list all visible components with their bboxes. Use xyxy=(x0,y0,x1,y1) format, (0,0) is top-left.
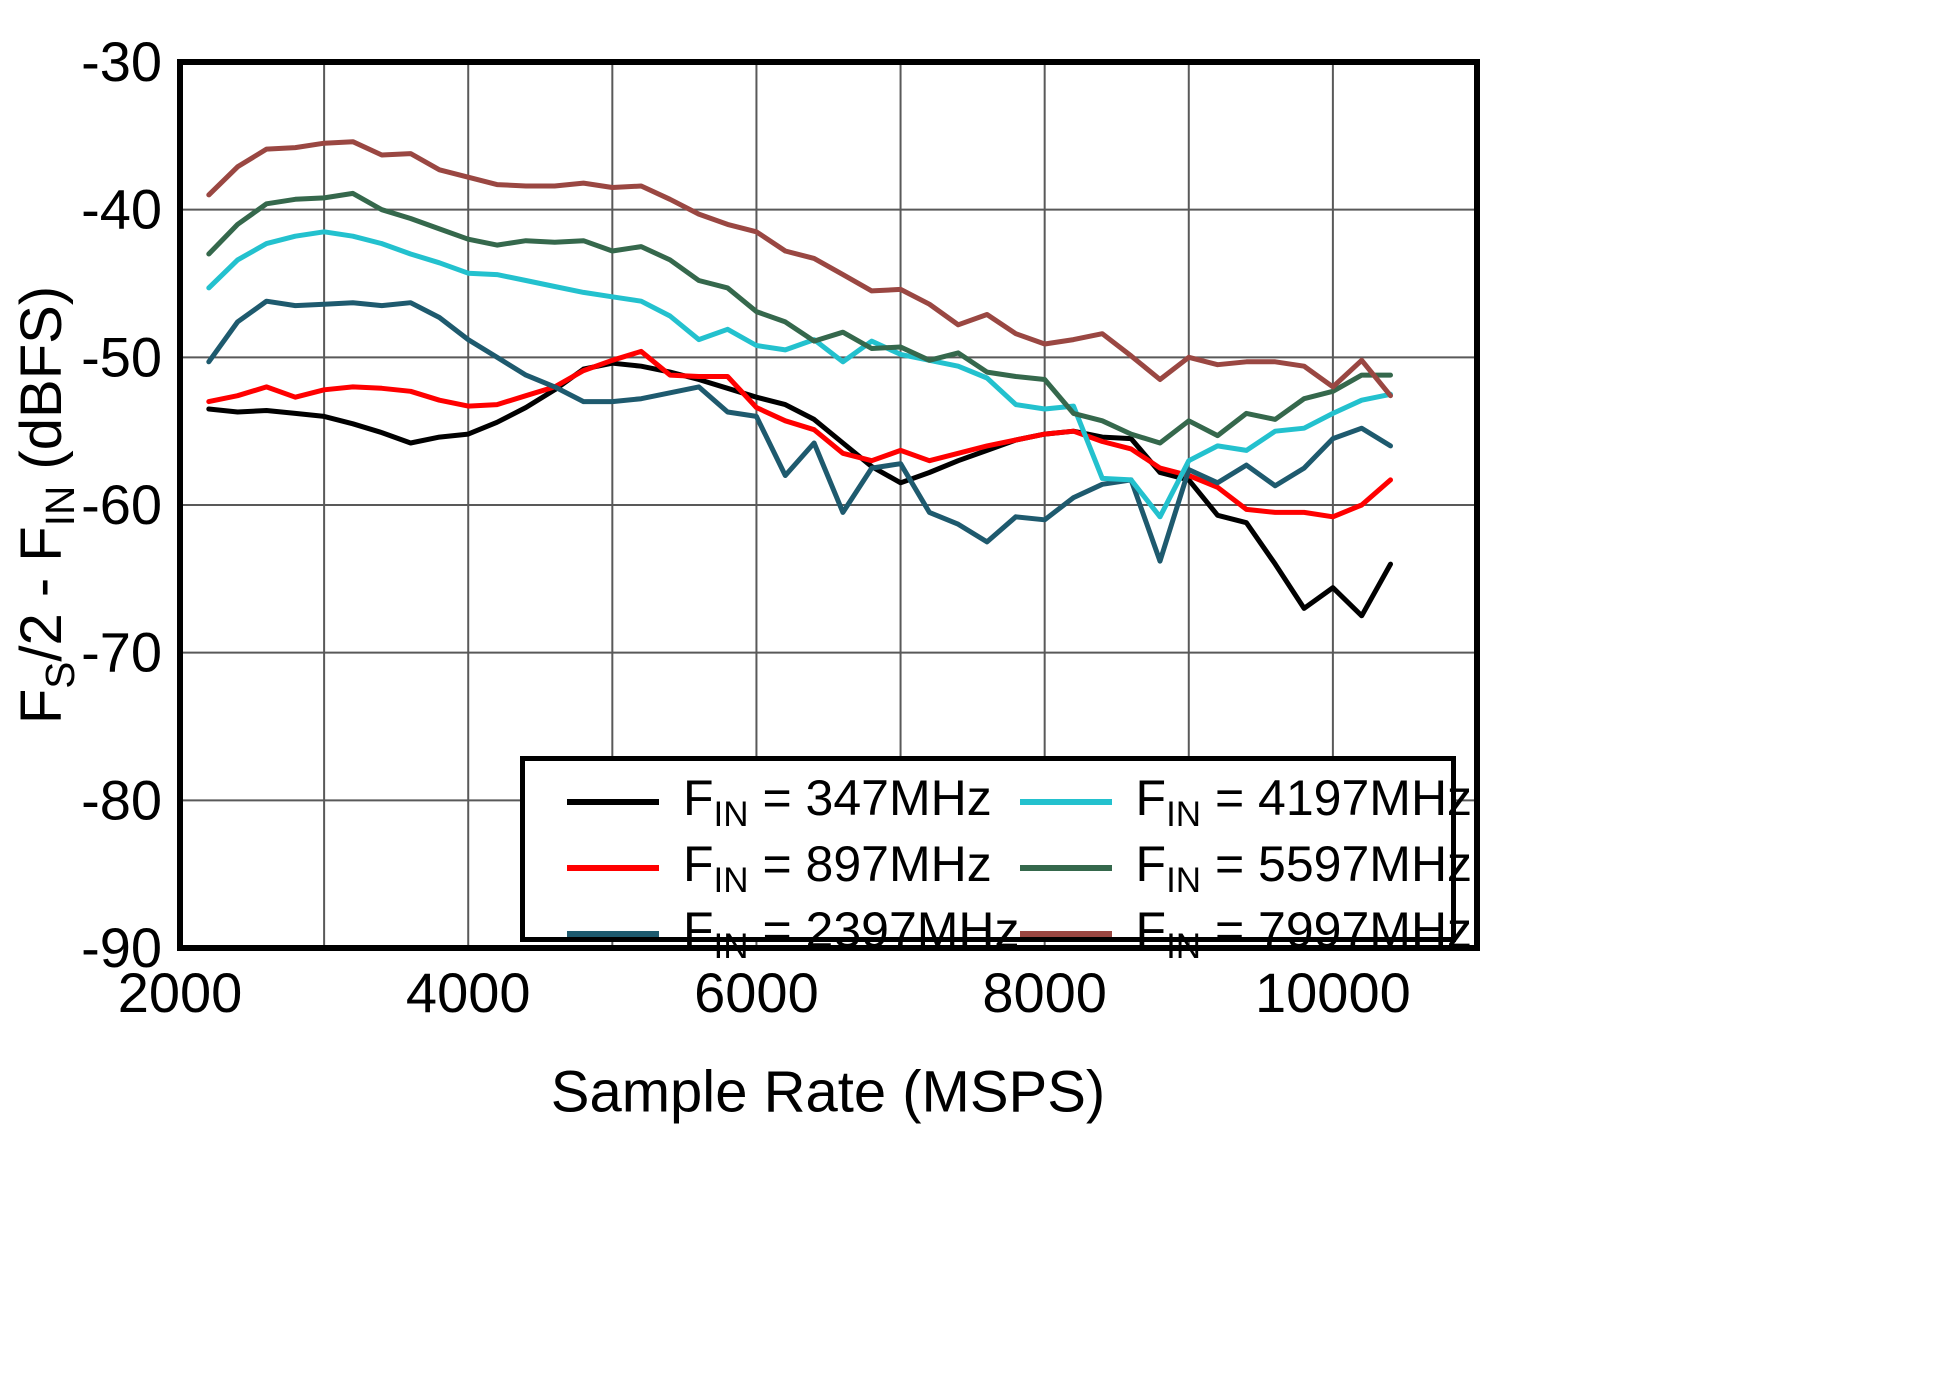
legend-label: FIN = 897MHz xyxy=(683,836,992,900)
legend-item-fin-2397: FIN = 2397MHz xyxy=(567,901,1020,967)
y-axis-title-text: F xyxy=(9,688,75,725)
y-axis-title: FS/2 - FIN (dBFS) xyxy=(9,285,83,725)
plot-border xyxy=(177,59,1480,951)
x-axis-title: Sample Rate (MSPS) xyxy=(550,1059,1106,1125)
legend-line-swatch xyxy=(567,799,659,805)
series-line-fin-897 xyxy=(206,348,1393,520)
legend-label: FIN = 2397MHz xyxy=(683,902,1020,966)
y-tick-label: -60 xyxy=(81,473,162,536)
y-tick-label: -70 xyxy=(81,621,162,684)
series-line-fin-347 xyxy=(206,360,1393,619)
series-line-fin-4197 xyxy=(206,229,1393,520)
legend-box: FIN = 347MHz FIN = 897MHz FIN = 2397MHz … xyxy=(520,756,1472,966)
y-tick-label: -30 xyxy=(81,30,162,93)
legend-label: FIN = 347MHz xyxy=(683,770,992,834)
legend-item-fin-4197: FIN = 4197MHz xyxy=(1019,769,1473,835)
y-tick-label: -40 xyxy=(81,178,162,241)
legend-item-fin-347: FIN = 347MHz xyxy=(567,769,1020,835)
y-tick-label: -50 xyxy=(81,325,162,388)
legend-label: FIN = 4197MHz xyxy=(1135,770,1473,834)
legend-label: FIN = 7997MHz xyxy=(1135,902,1473,966)
series-line-fin-5597 xyxy=(206,190,1393,446)
series-line-fin-7997 xyxy=(206,139,1393,399)
x-tick-label: 10000 xyxy=(1255,961,1411,1024)
legend-line-swatch xyxy=(1019,931,1112,937)
legend-label: FIN = 5597MHz xyxy=(1135,836,1473,900)
legend-item-fin-7997: FIN = 7997MHz xyxy=(1019,901,1473,967)
series-line-fin-2397 xyxy=(206,298,1393,564)
legend-line-swatch xyxy=(567,865,659,871)
legend-item-fin-5597: FIN = 5597MHz xyxy=(1019,835,1473,901)
x-tick-label: 6000 xyxy=(694,961,819,1024)
y-tick-label: -80 xyxy=(81,768,162,831)
legend-line-swatch xyxy=(567,931,659,937)
y-tick-label: -90 xyxy=(81,916,162,979)
x-tick-label: 2000 xyxy=(118,961,243,1024)
x-tick-label: 8000 xyxy=(982,961,1107,1024)
legend-line-swatch xyxy=(1019,799,1112,805)
legend-item-fin-897: FIN = 897MHz xyxy=(567,835,1020,901)
legend-line-swatch xyxy=(1019,865,1112,871)
x-tick-label: 4000 xyxy=(406,961,531,1024)
